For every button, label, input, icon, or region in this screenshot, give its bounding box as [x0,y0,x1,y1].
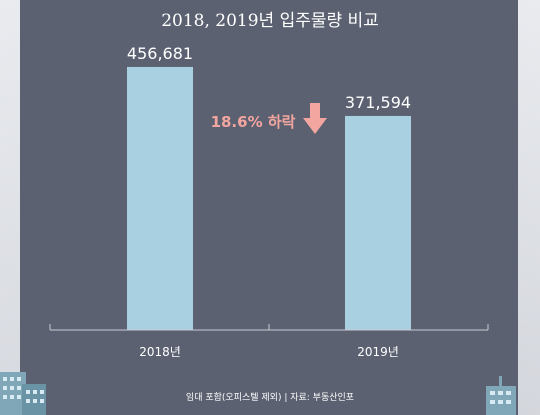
bar-2018년 [127,66,193,330]
value-label: 371,594 [345,93,411,112]
annotation-group: 18.6% 하락 [211,103,327,134]
background-edge-left [0,0,20,415]
down-arrow-icon [303,103,327,134]
background-edge-right [518,0,540,415]
building-icon [486,376,516,415]
category-label: 2019년 [357,345,399,359]
chart-title: 2018, 2019년 입주물량 비교 [161,11,379,31]
value-label: 456,681 [127,44,193,63]
bar-2019년 [345,115,411,330]
bars-group: 456,681 2018년 371,594 2019년 [127,44,411,359]
category-label: 2018년 [139,345,181,359]
source-footnote: 임대 포함(오피스텔 제외) | 자료: 부동산인포 [185,393,355,403]
decline-annotation: 18.6% 하락 [211,113,296,131]
building-icon [0,372,46,415]
